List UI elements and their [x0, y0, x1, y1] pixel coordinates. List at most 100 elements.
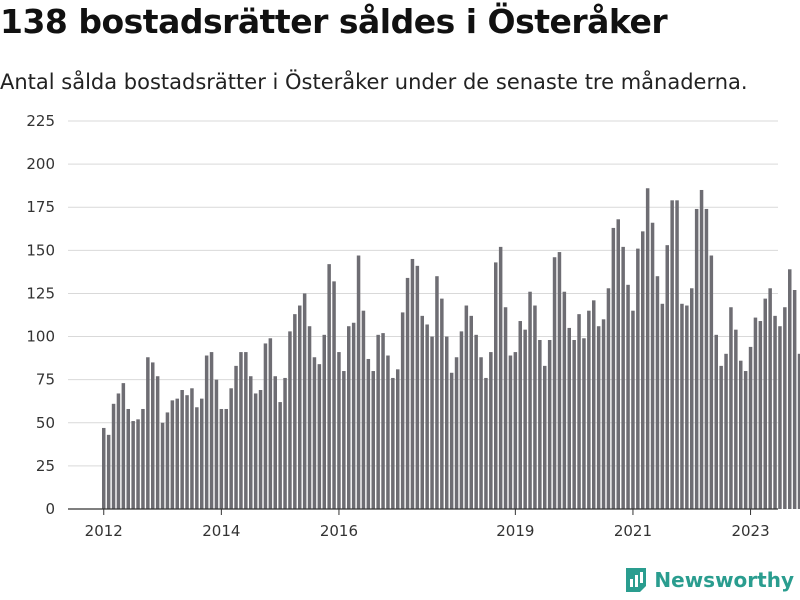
bar — [528, 291, 532, 509]
bar — [170, 400, 175, 509]
bar — [797, 353, 800, 509]
bar — [660, 303, 665, 509]
bar — [356, 255, 361, 509]
bar — [709, 255, 714, 509]
bar — [596, 326, 601, 509]
y-tick-label: 175 — [26, 198, 55, 216]
bar — [111, 403, 116, 509]
x-tick-label: 2014 — [202, 522, 240, 540]
x-tick-label: 2019 — [496, 522, 534, 540]
bar — [636, 248, 640, 510]
bar — [582, 338, 586, 509]
bar — [680, 303, 684, 509]
bar — [464, 305, 469, 509]
bar — [283, 377, 287, 509]
bar — [714, 334, 718, 509]
bar — [268, 338, 273, 509]
bar — [381, 333, 385, 509]
bar — [420, 315, 424, 509]
chart-title: 138 bostadsrätter såldes i Österåker — [0, 2, 668, 41]
bar — [219, 408, 224, 509]
bar — [655, 276, 660, 509]
bar — [508, 355, 513, 509]
bar — [332, 281, 336, 509]
bar — [675, 200, 679, 509]
bar — [322, 334, 326, 509]
bar — [631, 310, 635, 509]
bar — [126, 408, 130, 509]
bar — [185, 395, 189, 509]
bar — [694, 208, 699, 509]
bar — [611, 227, 616, 510]
bars — [102, 188, 800, 510]
bar — [665, 245, 669, 509]
bar — [273, 376, 277, 509]
bar — [763, 298, 767, 509]
bar — [543, 365, 547, 509]
bar — [258, 390, 263, 509]
bar — [405, 277, 410, 509]
y-tick-label: 50 — [36, 414, 55, 432]
newsworthy-logo: Newsworthy — [624, 566, 794, 594]
bar — [768, 288, 772, 509]
bar — [670, 200, 674, 509]
bar — [175, 398, 179, 509]
bar — [719, 365, 723, 509]
bar — [479, 357, 483, 509]
bar — [753, 317, 758, 509]
bar — [513, 352, 518, 509]
bar — [327, 264, 331, 509]
bar — [396, 369, 400, 509]
bar — [317, 364, 322, 509]
bar — [165, 412, 170, 509]
tick-labels: 0255075100125150175200225138201220142016… — [26, 112, 769, 540]
bar — [503, 307, 508, 509]
bar — [209, 352, 214, 509]
bar — [106, 434, 111, 509]
bar — [778, 326, 782, 509]
bar — [626, 284, 630, 509]
bar — [351, 322, 356, 509]
bar — [645, 188, 650, 509]
y-tick-label: 150 — [26, 241, 55, 259]
bar — [601, 319, 606, 509]
bar — [788, 269, 792, 509]
bar — [498, 246, 503, 509]
bar — [469, 315, 473, 509]
bar — [102, 427, 106, 509]
bar — [783, 307, 787, 509]
bar — [518, 321, 522, 509]
bar — [474, 334, 478, 509]
x-tick-label: 2021 — [614, 522, 652, 540]
bar — [621, 246, 625, 509]
bar — [195, 407, 199, 509]
bar — [151, 362, 155, 509]
bar — [249, 376, 253, 509]
bar — [577, 314, 581, 509]
bar — [293, 314, 297, 509]
bar — [116, 393, 121, 509]
bar — [562, 291, 567, 509]
bar — [533, 305, 537, 509]
y-tick-label: 0 — [45, 500, 55, 518]
bar — [685, 305, 689, 509]
bar — [773, 315, 777, 509]
chart-subtitle: Antal sålda bostadsrätter i Österåker un… — [0, 70, 748, 94]
bar — [489, 352, 493, 509]
bar — [366, 358, 371, 509]
y-tick-label: 100 — [26, 328, 55, 346]
bar — [263, 343, 268, 509]
bar — [567, 327, 571, 509]
bar — [445, 336, 449, 509]
bar — [239, 352, 243, 509]
bar — [371, 371, 375, 509]
bar — [430, 336, 434, 509]
bar — [734, 329, 738, 509]
bar — [435, 276, 439, 509]
bar — [650, 222, 655, 509]
y-tick-label: 125 — [26, 284, 55, 302]
bar — [557, 252, 562, 509]
bar — [307, 326, 312, 509]
bar — [160, 422, 165, 509]
bar — [724, 353, 728, 509]
